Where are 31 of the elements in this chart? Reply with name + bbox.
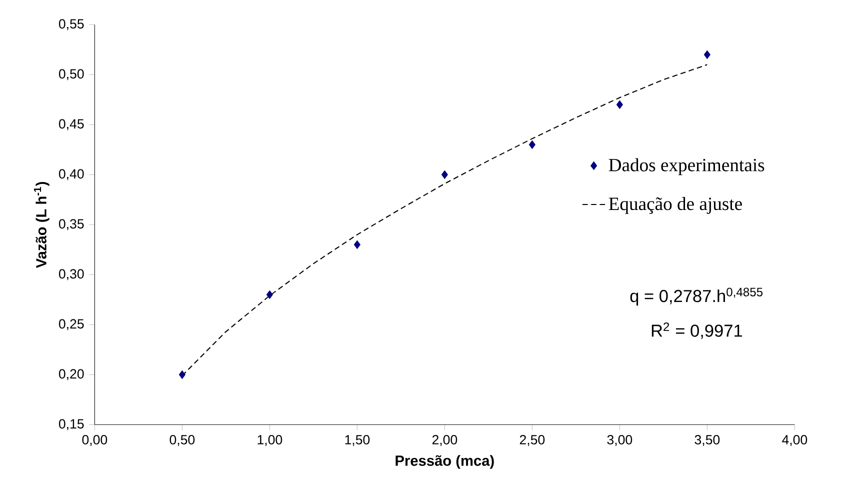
point bbox=[704, 50, 710, 59]
y-tick-label: 0,20 bbox=[58, 369, 84, 380]
y-tick-label: 0,30 bbox=[58, 269, 84, 280]
x-tick-label: 3,50 bbox=[694, 435, 720, 446]
y-tick-label: 0,40 bbox=[58, 169, 84, 180]
x-tick-label: 1,50 bbox=[345, 435, 370, 446]
x-tick-label: 0,50 bbox=[170, 435, 195, 446]
legend-label: Equação de ajuste bbox=[608, 197, 742, 214]
point bbox=[441, 170, 448, 179]
y-tick-label: 0,15 bbox=[58, 419, 84, 430]
y-tick-label: 0,45 bbox=[58, 119, 84, 130]
y-axis-title: Vazão (L h$^{-1}$) bbox=[34, 182, 50, 268]
point bbox=[178, 370, 186, 379]
legend-label: Dados experimentais bbox=[608, 158, 764, 176]
x-tick-label: 1,00 bbox=[258, 435, 282, 446]
x-axis-title: Pressão (mca) bbox=[396, 455, 494, 469]
x-tick-label: 2,00 bbox=[432, 435, 458, 446]
y-tick-label: 0,35 bbox=[58, 219, 84, 230]
point bbox=[266, 290, 273, 299]
x-tick-label: 0,00 bbox=[82, 435, 108, 446]
point bbox=[616, 100, 623, 109]
y-tick-label: 0,25 bbox=[58, 319, 84, 330]
x-tick-label: 3,00 bbox=[607, 435, 632, 446]
annotation: q = 0,2787.h$^{0,4855}$ bbox=[630, 288, 763, 306]
y-tick-label: 0,55 bbox=[58, 19, 84, 30]
x-tick-label: 2,50 bbox=[520, 435, 545, 446]
x-tick-label: 4,00 bbox=[782, 435, 808, 446]
point bbox=[354, 240, 360, 249]
point bbox=[528, 140, 536, 149]
y-tick-label: 0,50 bbox=[58, 69, 84, 80]
annotation: R$^{2}$ = 0,9971 bbox=[652, 322, 742, 339]
